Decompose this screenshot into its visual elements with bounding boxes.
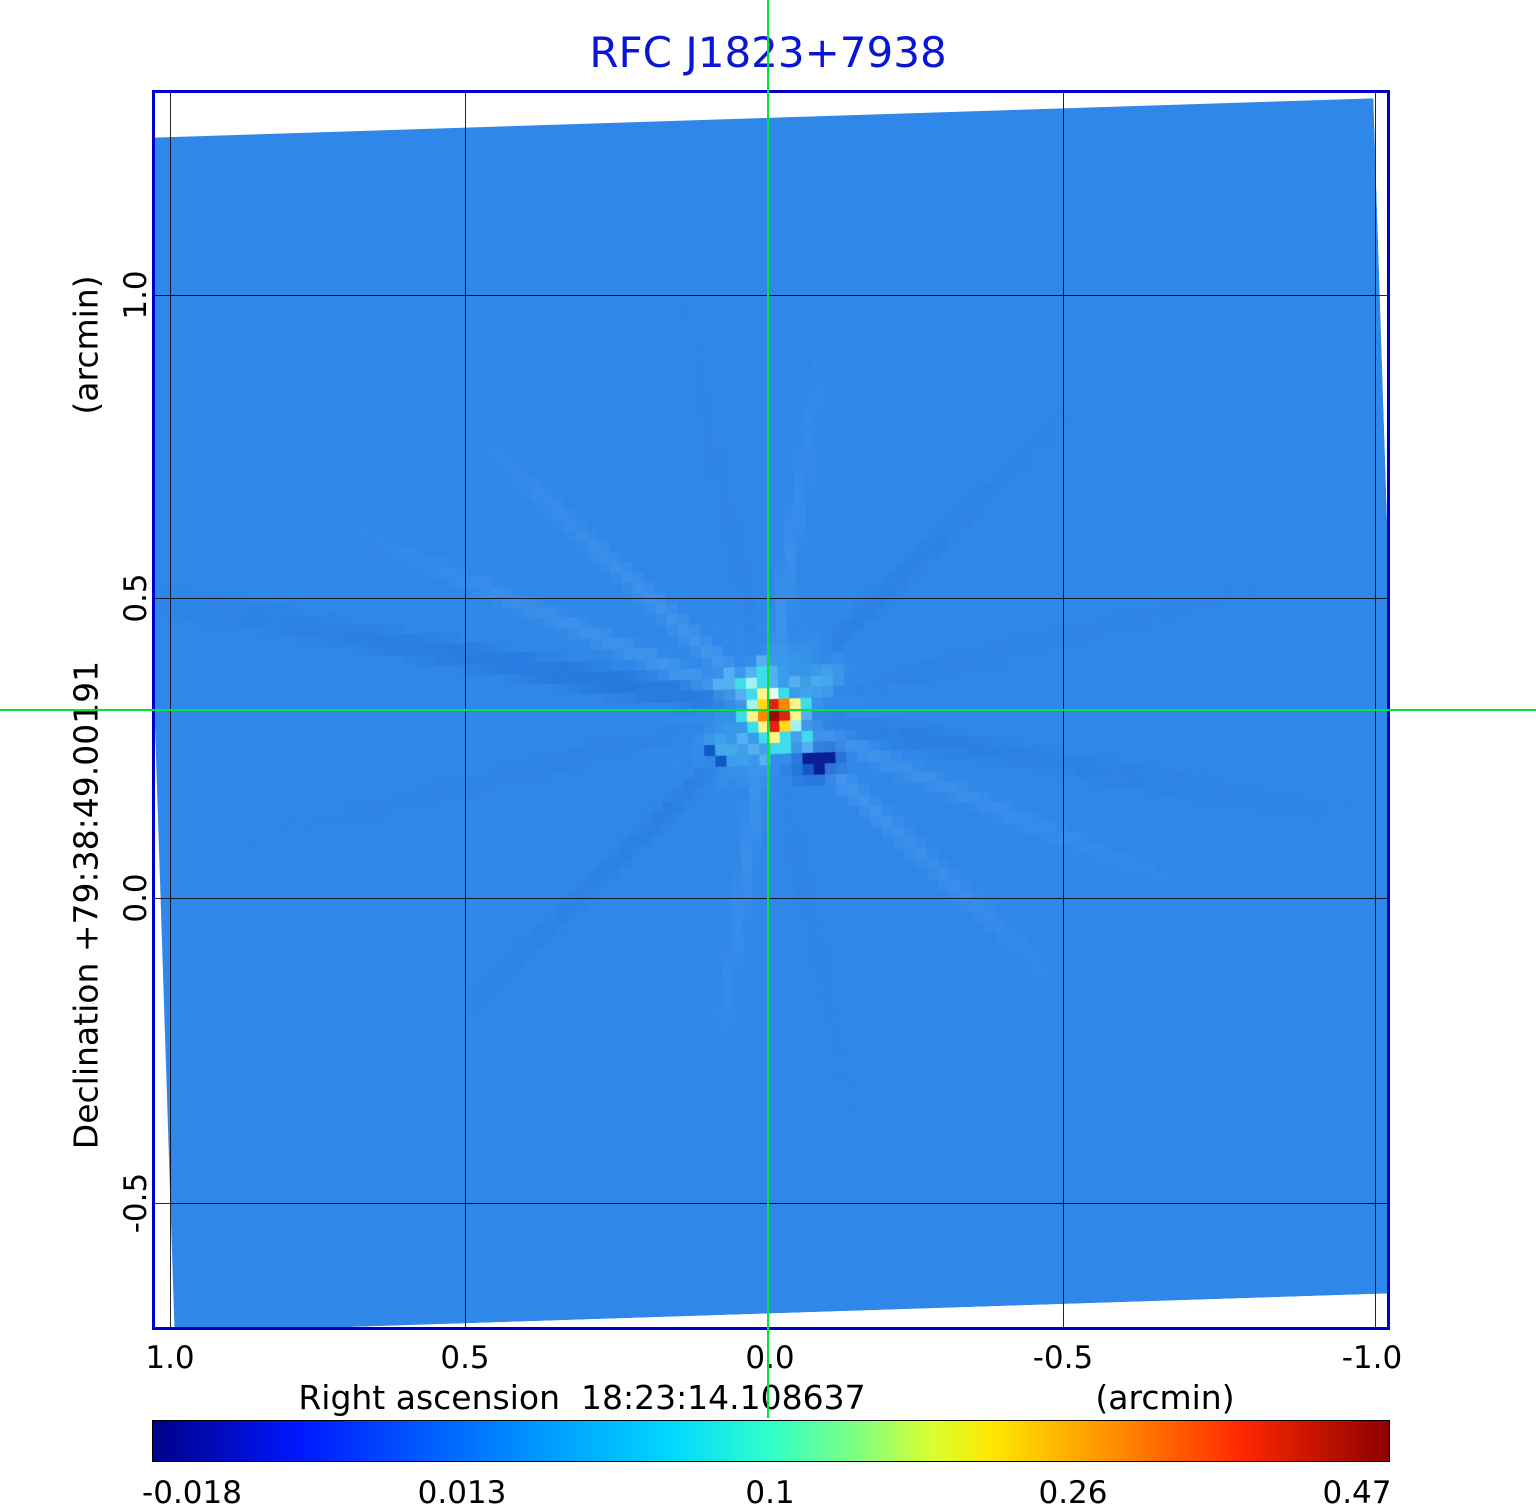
colorbar-label-mid: 0.1 xyxy=(745,1475,795,1511)
x-tick-label-0.5: 0.5 xyxy=(440,1340,490,1376)
x-tick-label--0.5: -0.5 xyxy=(1032,1340,1094,1376)
colorbar-label-high: 0.26 xyxy=(1038,1475,1108,1511)
y-tick-label-0.5: 0.5 xyxy=(118,573,154,623)
x-tick-label-0.0: 0.0 xyxy=(745,1340,795,1376)
gridline-horizontal-1.0 xyxy=(155,295,1387,296)
y-tick-label--0.5: -0.5 xyxy=(118,1172,154,1234)
y-tick-label-0.0: 0.0 xyxy=(118,873,154,923)
x-tick-label--1.0: -1.0 xyxy=(1341,1340,1403,1376)
y-axis-unit-label: (arcmin) xyxy=(66,275,106,415)
gridline-horizontal-0.0 xyxy=(155,898,1387,899)
y-axis-label: Declination +79:38:49.00191 xyxy=(66,660,106,1150)
y-tick-label-1.0: 1.0 xyxy=(118,270,154,320)
colorbar-label-low: 0.013 xyxy=(417,1475,507,1511)
x-axis-unit-label: (arcmin) xyxy=(1095,1378,1235,1417)
x-tick-label-1.0: 1.0 xyxy=(145,1340,195,1376)
sky-image-wrapper xyxy=(155,98,1387,1327)
colorbar-label-min: -0.018 xyxy=(142,1475,242,1511)
colorbar-label-max: 0.47 xyxy=(1322,1475,1392,1511)
sky-image-canvas xyxy=(155,98,1387,1327)
x-axis-label: Right ascension 18:23:14.108637 xyxy=(298,1378,866,1417)
gridline-horizontal--0.5 xyxy=(155,1203,1387,1204)
colorbar-gradient xyxy=(152,1420,1390,1462)
gridline-horizontal-0.5 xyxy=(155,598,1387,599)
crosshair-horizontal-line xyxy=(0,709,1536,711)
